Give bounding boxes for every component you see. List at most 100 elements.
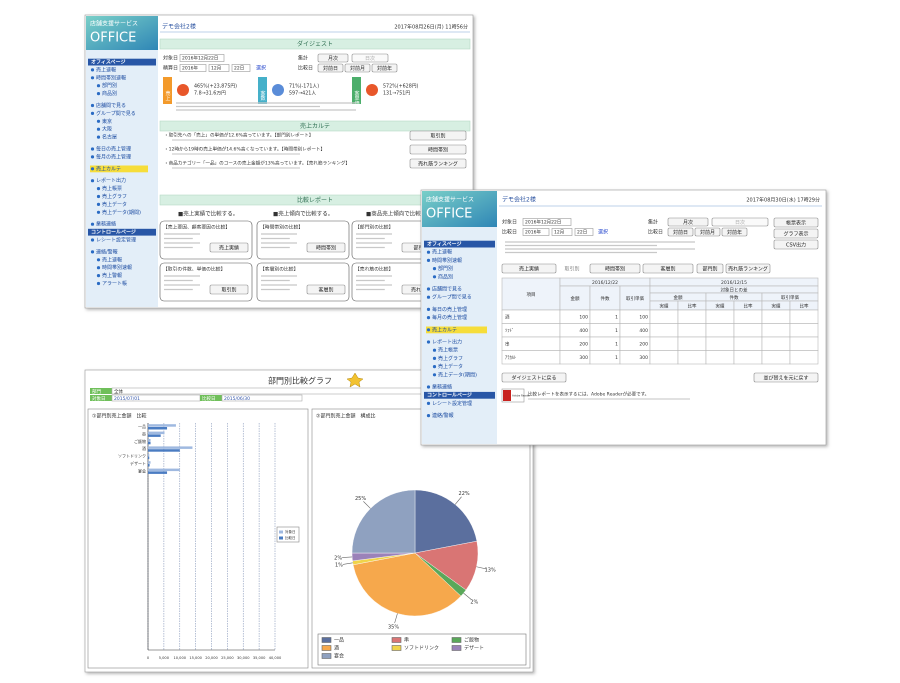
dropdown[interactable] — [179, 64, 207, 72]
nav-link[interactable]: 売上速報 — [102, 256, 122, 263]
button-label[interactable]: 時間帯別 — [428, 146, 448, 153]
dropdown[interactable] — [574, 228, 594, 236]
nav-link[interactable]: 売上カルテ — [96, 165, 121, 172]
button[interactable] — [306, 242, 346, 253]
button-label[interactable]: 売れ筋ランキング — [728, 265, 768, 272]
button[interactable] — [209, 242, 249, 253]
nav-link[interactable]: 東京 — [102, 118, 112, 125]
nav-link[interactable]: 売上帳票 — [102, 185, 122, 192]
nav-link[interactable]: 売上データ — [102, 201, 127, 208]
button-label[interactable]: 並び替えを元に戻す — [763, 374, 808, 381]
button-label[interactable]: 月次 — [328, 55, 338, 62]
button-label[interactable]: 売上実績 — [219, 244, 239, 251]
nav-link[interactable]: 売上データ(期間) — [438, 371, 477, 378]
button[interactable] — [589, 263, 641, 274]
nav-link[interactable]: アラート帳 — [102, 280, 127, 287]
nav-link[interactable]: 店舗間で見る — [96, 102, 126, 109]
nav-link[interactable]: 店舗間で見る — [432, 286, 462, 293]
button-label[interactable]: グラフ表示 — [783, 230, 808, 237]
button-label[interactable]: 売上実績 — [519, 265, 539, 272]
label[interactable]: 2016年 — [525, 229, 541, 236]
tab[interactable] — [558, 264, 586, 273]
link[interactable]: 選択 — [598, 229, 608, 236]
nav-link[interactable]: レシート設定管理 — [432, 400, 472, 407]
nav-link[interactable]: 時間帯別速報 — [432, 257, 462, 264]
button[interactable] — [753, 372, 819, 383]
nav-link[interactable]: 業務連絡 — [432, 384, 452, 391]
button-label[interactable]: CSV出力 — [786, 241, 806, 248]
nav-link[interactable]: 売上速報 — [96, 66, 116, 73]
button[interactable] — [642, 263, 694, 274]
button[interactable] — [696, 263, 724, 274]
button[interactable] — [317, 63, 344, 73]
button[interactable] — [667, 227, 694, 237]
label[interactable]: 22日 — [234, 66, 244, 72]
button[interactable] — [773, 228, 819, 239]
date-input[interactable] — [179, 54, 225, 62]
button[interactable] — [351, 53, 389, 63]
button-label[interactable]: 対前月 — [700, 229, 715, 236]
nav-link[interactable]: 毎月の売上管理 — [96, 153, 131, 160]
label[interactable]: 12月 — [211, 66, 221, 72]
nav-link[interactable]: 売上グラフ — [438, 355, 463, 362]
button[interactable] — [667, 217, 709, 227]
button[interactable] — [721, 227, 748, 237]
button-label[interactable]: 時間帯別 — [605, 265, 625, 272]
nav-link[interactable]: 大阪 — [102, 126, 112, 133]
button[interactable] — [409, 144, 467, 155]
nav-link[interactable]: 時間帯別速報 — [102, 264, 132, 271]
link[interactable]: 選択 — [256, 65, 266, 72]
dropdown[interactable] — [231, 64, 251, 72]
button[interactable] — [306, 284, 346, 295]
nav-link[interactable]: 商品別 — [102, 90, 117, 97]
dropdown[interactable] — [551, 228, 573, 236]
nav-link[interactable]: レポート出力 — [96, 177, 126, 184]
button[interactable] — [371, 63, 398, 73]
tab-label[interactable]: 取引別 — [564, 265, 579, 272]
nav-link[interactable]: 売上速報 — [432, 249, 452, 256]
button[interactable] — [694, 227, 721, 237]
nav-link[interactable]: 時間帯別速報 — [96, 74, 126, 81]
button[interactable] — [317, 53, 349, 63]
button-label[interactable]: 取引別 — [430, 132, 445, 139]
button-label[interactable]: 取引別 — [221, 286, 236, 293]
nav-link[interactable]: グループ間で見る — [432, 294, 472, 301]
nav-link[interactable]: 売上データ — [438, 363, 463, 370]
nav-link[interactable]: レポート出力 — [432, 339, 462, 346]
button-label[interactable]: 月次 — [683, 219, 693, 226]
button-label[interactable]: 対前日 — [673, 229, 688, 236]
nav-link[interactable]: 商品別 — [438, 273, 453, 280]
button-label[interactable]: 日次 — [735, 219, 745, 226]
nav-link[interactable]: グループ間で見る — [96, 110, 136, 117]
button-label[interactable]: 客層別 — [660, 265, 675, 272]
button-label[interactable]: 時間帯別 — [316, 244, 336, 251]
nav-link[interactable]: 売上帳票 — [438, 347, 458, 354]
date-input[interactable] — [522, 218, 572, 226]
button-label[interactable]: 対前日 — [323, 65, 338, 72]
nav-link[interactable]: 売上カルテ — [432, 326, 457, 333]
nav-link[interactable]: 売上グラフ — [102, 193, 127, 200]
button-label[interactable]: 対前年 — [727, 229, 742, 236]
button[interactable] — [409, 158, 467, 169]
nav-link[interactable]: 業務連絡 — [96, 221, 116, 228]
button[interactable] — [501, 372, 567, 383]
nav-link[interactable]: 毎月の売上管理 — [432, 314, 467, 321]
button[interactable] — [711, 217, 769, 227]
button[interactable] — [501, 263, 557, 274]
nav-link[interactable]: 毎日の売上管理 — [432, 306, 467, 313]
nav-link[interactable]: 部門別 — [102, 82, 117, 89]
dropdown[interactable] — [208, 64, 230, 72]
nav-link[interactable]: 部門別 — [438, 265, 453, 272]
nav-link[interactable]: レシート設定管理 — [96, 237, 136, 244]
label[interactable]: 2016年 — [182, 65, 198, 72]
button[interactable] — [209, 284, 249, 295]
nav-link[interactable]: 毎日の売上管理 — [96, 146, 131, 153]
nav-link[interactable]: 連絡/警報 — [432, 412, 454, 419]
button-label[interactable]: 客層別 — [318, 286, 333, 293]
button-label[interactable]: 対前月 — [350, 65, 365, 72]
button-label[interactable]: 部門別 — [702, 265, 717, 272]
dropdown[interactable] — [522, 228, 550, 236]
button[interactable] — [344, 63, 371, 73]
button[interactable] — [409, 130, 467, 141]
button[interactable] — [773, 239, 819, 250]
